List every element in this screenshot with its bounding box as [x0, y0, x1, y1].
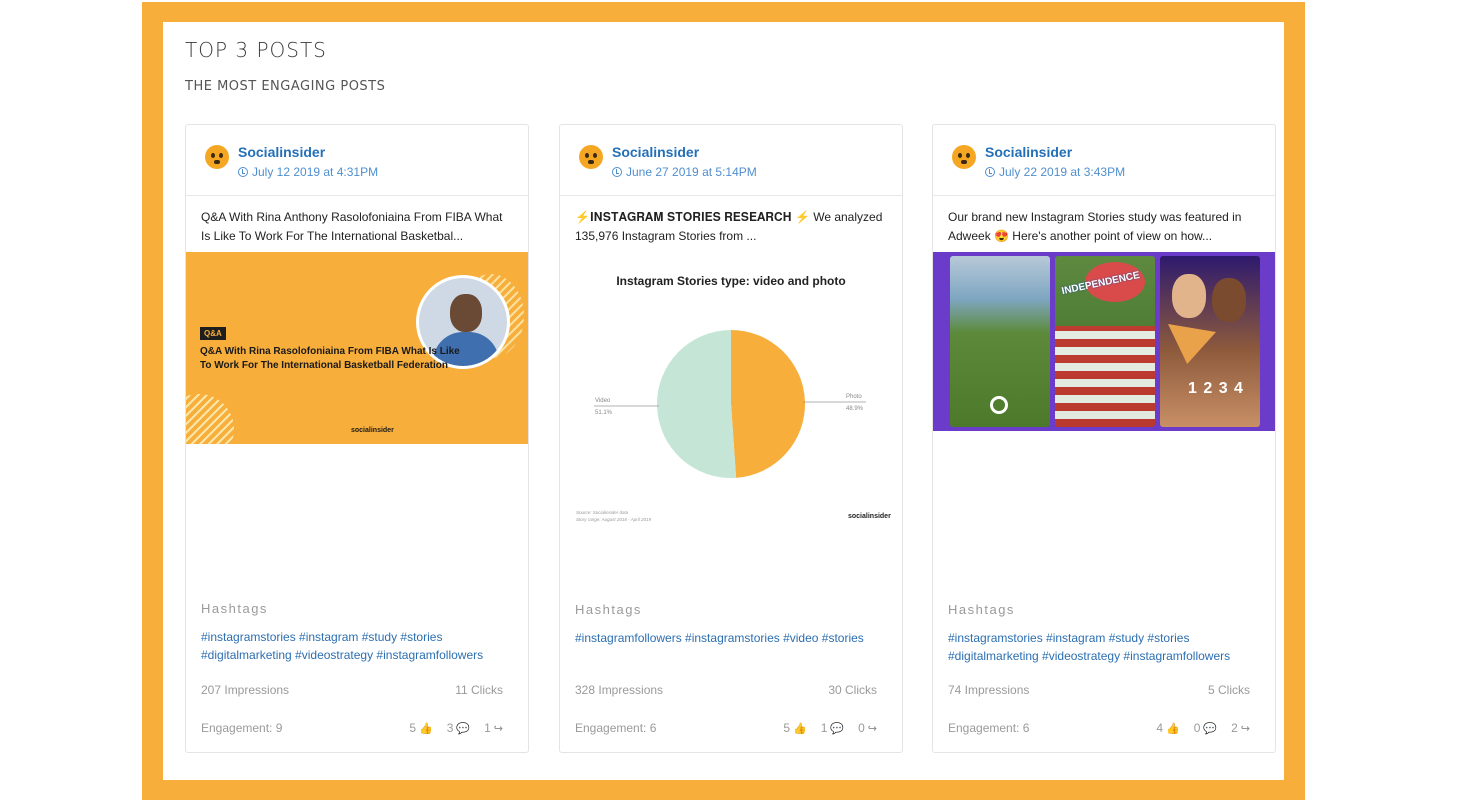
post-header: Socialinsider July 12 2019 at 4:31PM	[186, 125, 528, 196]
comment-icon: 💬	[456, 722, 471, 735]
portrait-photo	[416, 275, 510, 369]
decor-stripes	[186, 394, 234, 444]
hashtag-list[interactable]: #instagramstories #instagram #study #sto…	[201, 630, 484, 662]
comments-count: 0	[1193, 721, 1201, 735]
avatar	[205, 145, 229, 169]
clicks-count: 30 Clicks	[828, 683, 877, 697]
post-header: Socialinsider July 22 2019 at 3:43PM	[933, 125, 1275, 196]
clicks-count: 5 Clicks	[1207, 683, 1250, 697]
brand-logo-text: socialinsider	[351, 427, 394, 434]
shares-count: 1	[484, 721, 491, 735]
impressions-count: 207 Impressions	[201, 683, 290, 697]
clock-icon	[985, 167, 995, 177]
post-caption: Q&A With Rina Anthony Rasolofoniaina Fro…	[201, 210, 503, 243]
story-counter-text: 1 2 3 4	[1188, 380, 1244, 397]
post-caption: Our brand new Instagram Stories study wa…	[948, 210, 1242, 243]
share-icon: ↪	[493, 722, 503, 735]
hashtag-list[interactable]: #instagramfollowers #instagramstories #v…	[575, 631, 864, 645]
avatar	[952, 145, 976, 169]
post-date-text: June 27 2019 at 5:14PM	[626, 165, 757, 179]
engagement-count: Engagement: 9	[201, 721, 283, 735]
chart-range: Story range: August 2018 - April 2019	[576, 517, 651, 522]
post-image[interactable]: Q&A Q&A With Rina Rasolofoniaina From FI…	[186, 252, 528, 444]
clock-icon	[238, 167, 248, 177]
slice-value-video: 51.1%	[595, 410, 613, 416]
post-card-1[interactable]: Socialinsider July 12 2019 at 4:31PM Q&A…	[185, 124, 529, 753]
engagement-count: Engagement: 6	[948, 721, 1030, 735]
pie-chart: Instagram Stories type: video and photo …	[576, 274, 891, 522]
likes-count: 5	[783, 721, 790, 735]
hashtags-label: Hashtags	[575, 602, 642, 617]
top-posts-panel: TOP 3 POSTS THE MOST ENGAGING POSTS Soci…	[163, 22, 1284, 780]
slice-label-video: Video	[595, 398, 611, 404]
hashtags-label: Hashtags	[201, 601, 268, 616]
page-name-link[interactable]: Socialinsider	[985, 144, 1073, 160]
post-image[interactable]: INDEPENDENCE 1 2 3 4	[933, 252, 1275, 431]
section-title: TOP 3 POSTS	[185, 38, 327, 62]
comment-icon: 💬	[830, 722, 845, 735]
chart-title: Instagram Stories type: video and photo	[616, 274, 845, 288]
engagement-count: Engagement: 6	[575, 721, 657, 735]
share-icon: ↪	[867, 722, 877, 735]
clicks-count: 11 Clicks	[455, 683, 503, 697]
post-date[interactable]: July 12 2019 at 4:31PM	[238, 165, 378, 179]
section-subtitle: THE MOST ENGAGING POSTS	[185, 79, 386, 94]
brand-logo-text: socialinsider	[848, 513, 891, 520]
image-headline: Q&A With Rina Rasolofoniaina From FIBA W…	[200, 346, 460, 371]
impressions-count: 328 Impressions	[575, 683, 664, 697]
impressions-count: 74 Impressions	[948, 683, 1030, 697]
pie-slice-photo	[731, 330, 805, 478]
shares-count: 0	[858, 721, 865, 735]
engagement-row: Engagement: 6 4 👍 0 💬 2 ↪	[948, 721, 1250, 735]
hashtag-list[interactable]: #instagramstories #instagram #study #sto…	[948, 631, 1231, 663]
post-card-2[interactable]: Socialinsider June 27 2019 at 5:14PM ⚡𝐈𝐍…	[559, 124, 903, 753]
page-name-link[interactable]: Socialinsider	[238, 144, 326, 160]
post-header: Socialinsider June 27 2019 at 5:14PM	[560, 125, 902, 196]
post-card-3[interactable]: Socialinsider July 22 2019 at 3:43PM Our…	[932, 124, 1276, 753]
hashtags-label: Hashtags	[948, 602, 1015, 617]
chart-source: Source: Socialinsider data	[576, 510, 629, 515]
post-date-text: July 12 2019 at 4:31PM	[252, 165, 379, 179]
post-date[interactable]: June 27 2019 at 5:14PM	[612, 165, 757, 179]
story-screenshot-picnic: INDEPENDENCE	[1055, 256, 1155, 427]
post-date-text: July 22 2019 at 3:43PM	[999, 165, 1126, 179]
shares-count: 2	[1231, 721, 1238, 735]
engagement-row: Engagement: 9 5 👍 3 💬 1 ↪	[201, 721, 503, 735]
story-screenshot-landscape	[950, 256, 1050, 427]
engagement-row: Engagement: 6 5 👍 1 💬 0 ↪	[575, 721, 877, 735]
image-tag: Q&A	[200, 327, 226, 340]
thumbs-up-icon: 👍	[419, 722, 433, 735]
thumbs-up-icon: 👍	[1166, 722, 1180, 735]
clock-icon	[612, 167, 622, 177]
story-screenshot-friends: 1 2 3 4	[1160, 256, 1260, 427]
impressions-row: 328 Impressions 30 Clicks	[575, 683, 877, 697]
comments-count: 3	[446, 721, 454, 735]
comments-count: 1	[820, 721, 828, 735]
likes-count: 4	[1156, 721, 1163, 735]
slice-value-photo: 48.9%	[846, 406, 864, 412]
post-caption: ⚡𝐈𝐍𝐒𝐓𝐀𝐆𝐑𝐀𝐌 𝐒𝐓𝐎𝐑𝐈𝐄𝐒 𝐑𝐄𝐒𝐄𝐀𝐑𝐂𝐇 ⚡ We analyze…	[575, 210, 883, 243]
camera-shutter-icon	[990, 396, 1008, 414]
avatar	[579, 145, 603, 169]
page-name-link[interactable]: Socialinsider	[612, 144, 700, 160]
post-date[interactable]: July 22 2019 at 3:43PM	[985, 165, 1125, 179]
post-image[interactable]: Instagram Stories type: video and photo …	[560, 252, 902, 530]
comment-icon: 💬	[1203, 722, 1218, 735]
impressions-row: 207 Impressions 11 Clicks	[201, 683, 503, 697]
slice-label-photo: Photo	[846, 394, 862, 400]
share-icon: ↪	[1240, 722, 1250, 735]
top-posts-frame: TOP 3 POSTS THE MOST ENGAGING POSTS Soci…	[142, 2, 1305, 800]
pie-slice-video	[656, 330, 737, 478]
thumbs-up-icon: 👍	[793, 722, 807, 735]
likes-count: 5	[409, 721, 416, 735]
impressions-row: 74 Impressions 5 Clicks	[948, 683, 1250, 697]
